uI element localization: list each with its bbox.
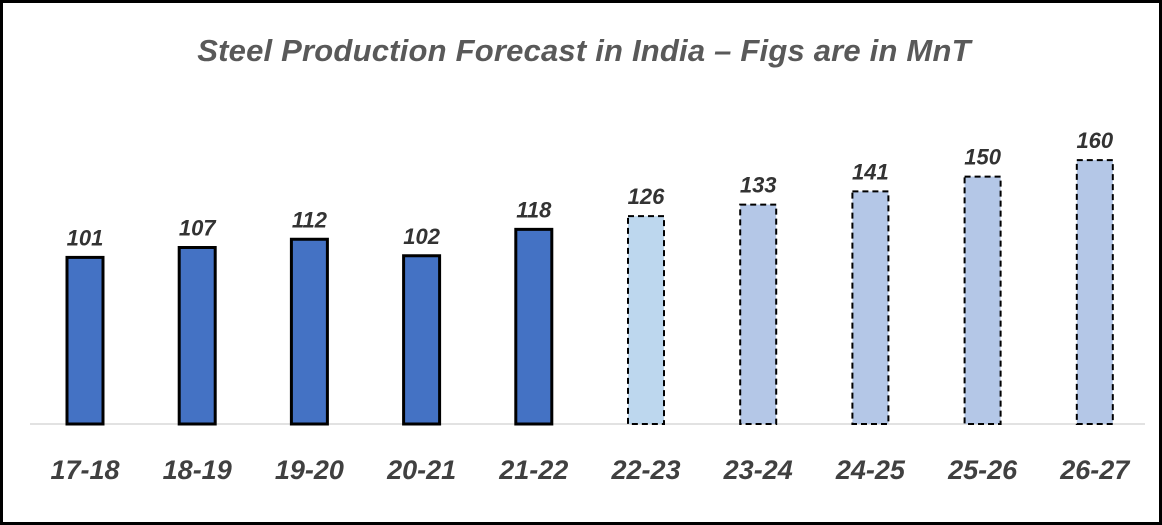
x-tick-label-17-18: 17-18 <box>50 455 119 485</box>
x-tick-label-18-19: 18-19 <box>163 455 232 485</box>
bar-19-20 <box>289 237 329 426</box>
bar-23-24 <box>739 203 778 425</box>
bar-25-26 <box>963 175 1002 425</box>
data-label-19-20: 112 <box>292 207 328 232</box>
bar-22-23 <box>627 215 665 425</box>
x-tick-label-21-22: 21-22 <box>498 455 568 485</box>
bar-24-25 <box>851 190 890 425</box>
x-tick-labels-group: 17-18 18-19 19-20 20-21 21-22 22-23 23-24 24-25… <box>50 455 1131 485</box>
data-label-21-22: 118 <box>516 197 552 222</box>
x-tick-label-25-26: 25-26 <box>947 455 1018 485</box>
data-label-24-25: 141 <box>852 159 889 184</box>
bar-18-19 <box>177 246 217 426</box>
x-tick-label-23-24: 23-24 <box>723 455 793 485</box>
x-tick-label-24-25: 24-25 <box>835 455 906 485</box>
x-tick-label-20-21: 20-21 <box>386 455 456 485</box>
bar-26-27 <box>1075 159 1114 426</box>
data-label-22-23: 126 <box>628 184 665 209</box>
data-label-20-21: 102 <box>403 224 440 249</box>
bar-20-21 <box>402 254 442 426</box>
data-labels-group: 101 107 112 102 118 126 133 141 150 160 <box>67 128 1114 250</box>
data-label-23-24: 133 <box>740 173 777 198</box>
chart-title: Steel Production Forecast in India – Fig… <box>197 33 971 68</box>
data-label-26-27: 160 <box>1076 128 1113 153</box>
data-label-18-19: 107 <box>179 216 217 241</box>
x-tick-label-26-27: 26-27 <box>1059 455 1131 485</box>
data-label-25-26: 150 <box>964 145 1001 170</box>
bar-17-18 <box>65 255 105 426</box>
bar-21-22 <box>514 227 554 426</box>
data-label-17-18: 101 <box>67 225 104 250</box>
bars-group <box>65 159 1114 426</box>
x-tick-label-19-20: 19-20 <box>275 455 344 485</box>
x-tick-label-22-23: 22-23 <box>610 455 680 485</box>
